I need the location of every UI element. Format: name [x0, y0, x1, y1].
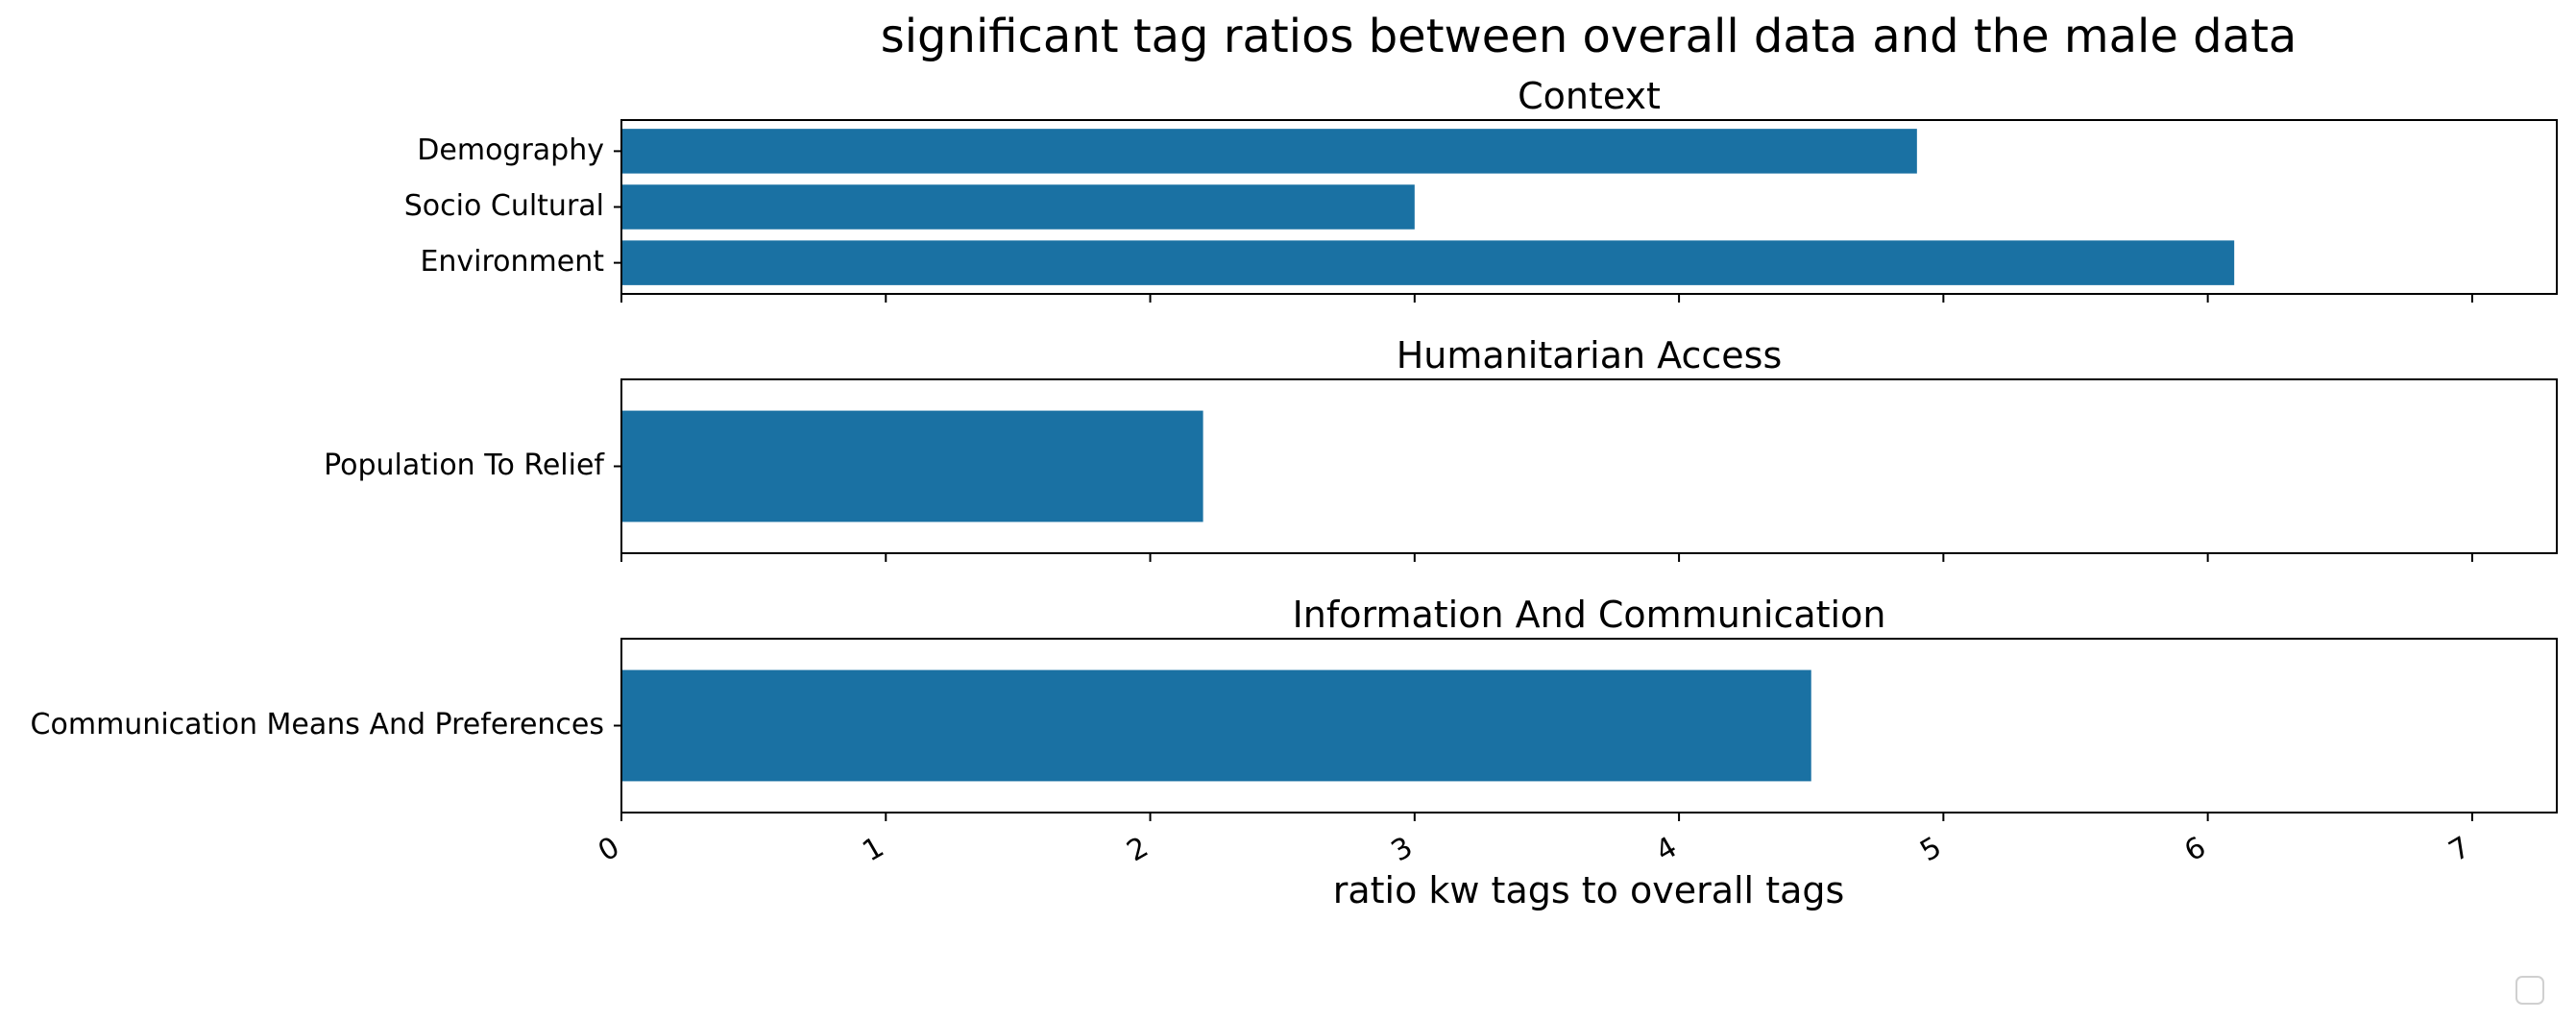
- y-tick-label: Communication Means And Preferences: [31, 708, 604, 741]
- bars: [621, 669, 1811, 782]
- chart-title: significant tag ratios between overall d…: [881, 10, 2297, 63]
- panel-0: Context Demography Socio Cultural Environme…: [404, 75, 2558, 303]
- bars: [621, 129, 2235, 285]
- bar: [621, 184, 1415, 230]
- panel-2: Information And Communication Communicati…: [31, 594, 2558, 821]
- bar: [621, 410, 1203, 522]
- x-tick-label: 0: [593, 831, 625, 869]
- x-tick-label: 3: [1386, 831, 1419, 869]
- panels-layer: Context Demography Socio Cultural Environme…: [31, 75, 2558, 821]
- y-tick-label: Socio Cultural: [404, 189, 604, 223]
- legend: [2515, 976, 2544, 1005]
- panel-title: Humanitarian Access: [1397, 334, 1783, 376]
- bars: [621, 410, 1203, 522]
- x-tick-label: 1: [857, 831, 889, 869]
- x-tick-marks: [620, 294, 2473, 303]
- x-tick-labels: 0 1 2 3 4 5 6 7: [593, 831, 2476, 869]
- x-tick-label: 2: [1122, 831, 1154, 869]
- y-tick-label: Environment: [420, 245, 604, 279]
- y-tick-labels: Demography Socio Cultural Environment: [404, 134, 621, 279]
- panel-1: Humanitarian Access Population To Relief: [324, 334, 2558, 562]
- x-tick-label: 7: [2443, 831, 2476, 869]
- bar: [621, 669, 1811, 782]
- x-tick-label: 4: [1650, 831, 1683, 869]
- panel-frame: [620, 638, 2558, 814]
- x-tick-label: 5: [1914, 831, 1947, 869]
- y-tick-labels: Population To Relief: [324, 449, 621, 482]
- bar: [621, 129, 1917, 174]
- panel-title: Context: [1518, 75, 1661, 117]
- y-tick-label: Demography: [417, 134, 604, 167]
- x-axis-label: ratio kw tags to overall tags: [1333, 869, 1845, 911]
- legend-frame: [2515, 976, 2544, 1005]
- y-tick-label: Population To Relief: [324, 449, 605, 482]
- panel-frame: [620, 378, 2558, 554]
- x-tick-marks: [620, 813, 2473, 821]
- panel-frame: [620, 119, 2558, 295]
- x-tick-label: 6: [2179, 831, 2212, 869]
- y-tick-labels: Communication Means And Preferences: [31, 708, 621, 741]
- panel-title: Information And Communication: [1293, 594, 1886, 636]
- bar: [621, 240, 2235, 285]
- x-tick-marks: [620, 553, 2473, 562]
